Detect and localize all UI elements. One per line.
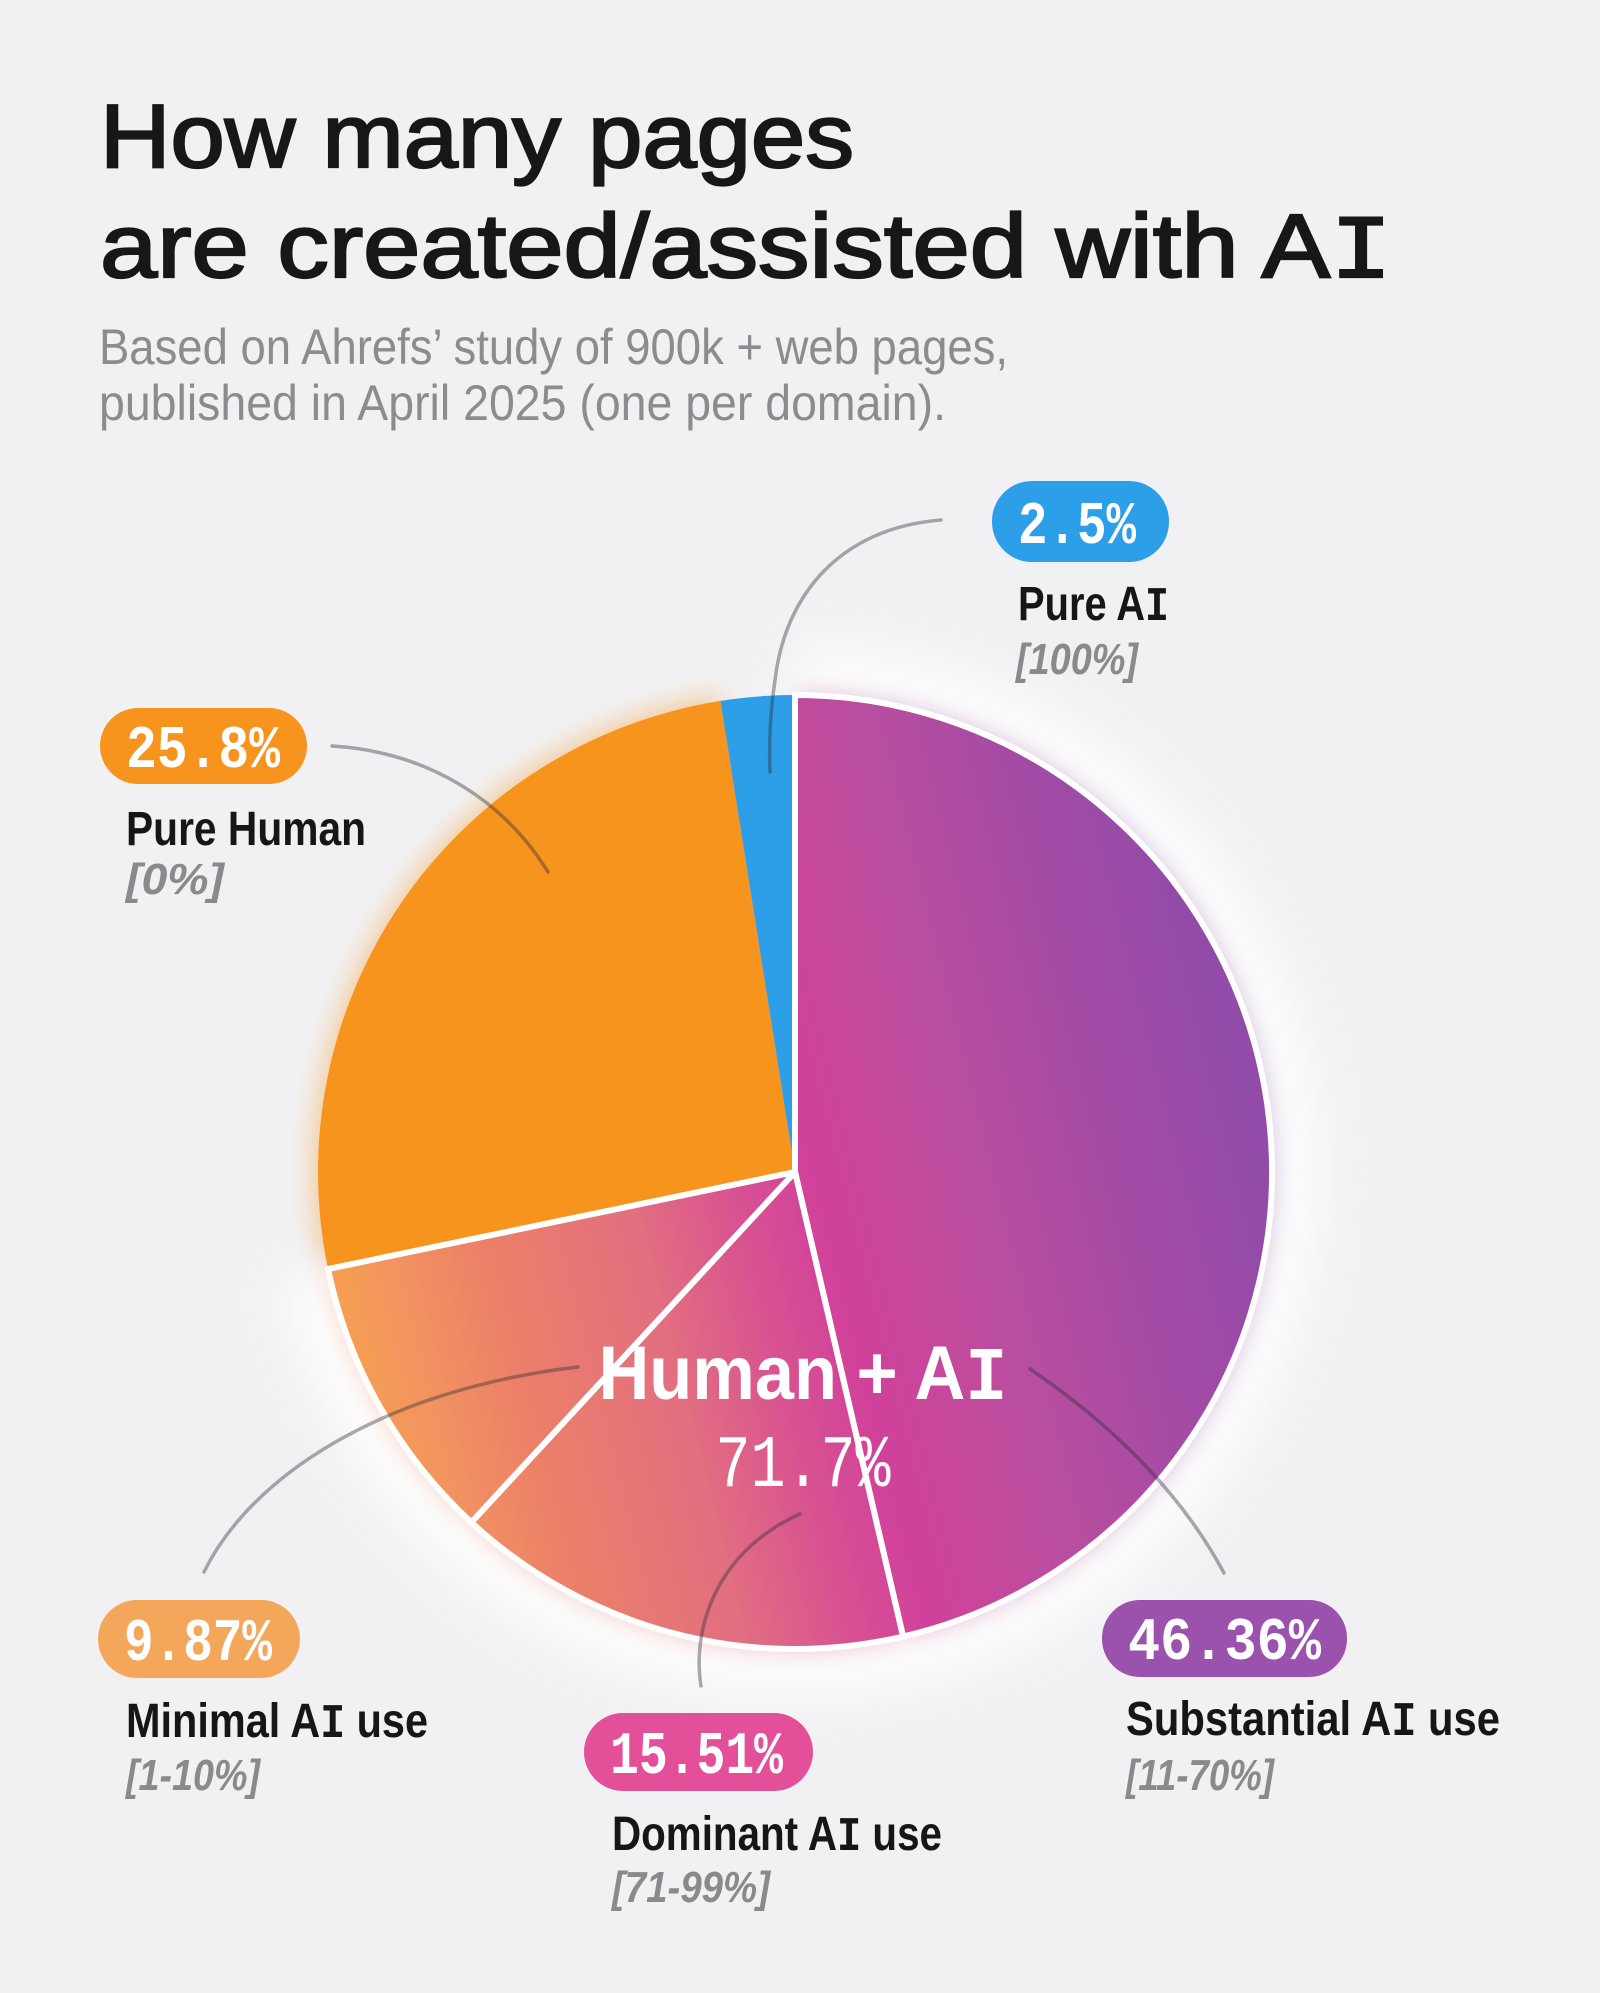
svg-text:Pure Human: Pure Human: [126, 803, 366, 856]
svg-text:[0%]: [0%]: [124, 855, 226, 904]
svg-text:25.8%: 25.8%: [126, 718, 281, 786]
svg-text:2.5%: 2.5%: [1018, 494, 1137, 562]
svg-text:46.36%: 46.36%: [1128, 1610, 1322, 1678]
svg-text:are created/assisted with AI: are created/assisted with AI: [100, 197, 1392, 305]
svg-text:Based on Ahrefs’ study of 900k: Based on Ahrefs’ study of 900k + web pag…: [99, 319, 1008, 375]
svg-text:Minimal AI use: Minimal AI use: [126, 1695, 428, 1752]
svg-text:Dominant AI use: Dominant AI use: [612, 1808, 942, 1865]
svg-text:[100%]: [100%]: [1014, 635, 1139, 684]
svg-text:published in April 2025 (one p: published in April 2025 (one per domain)…: [99, 375, 946, 431]
svg-text:9.87%: 9.87%: [124, 1611, 273, 1679]
svg-text:Human + AI: Human + AI: [599, 1331, 1008, 1422]
svg-text:Substantial AI use: Substantial AI use: [1126, 1693, 1500, 1750]
svg-text:[11-70%]: [11-70%]: [1124, 1751, 1275, 1800]
svg-text:Pure AI: Pure AI: [1018, 578, 1169, 635]
svg-text:How many pages: How many pages: [100, 87, 854, 187]
svg-text:[71-99%]: [71-99%]: [610, 1863, 771, 1912]
svg-text:[1-10%]: [1-10%]: [124, 1751, 261, 1800]
svg-text:71.7%: 71.7%: [716, 1425, 891, 1509]
svg-text:15.51%: 15.51%: [610, 1724, 784, 1792]
